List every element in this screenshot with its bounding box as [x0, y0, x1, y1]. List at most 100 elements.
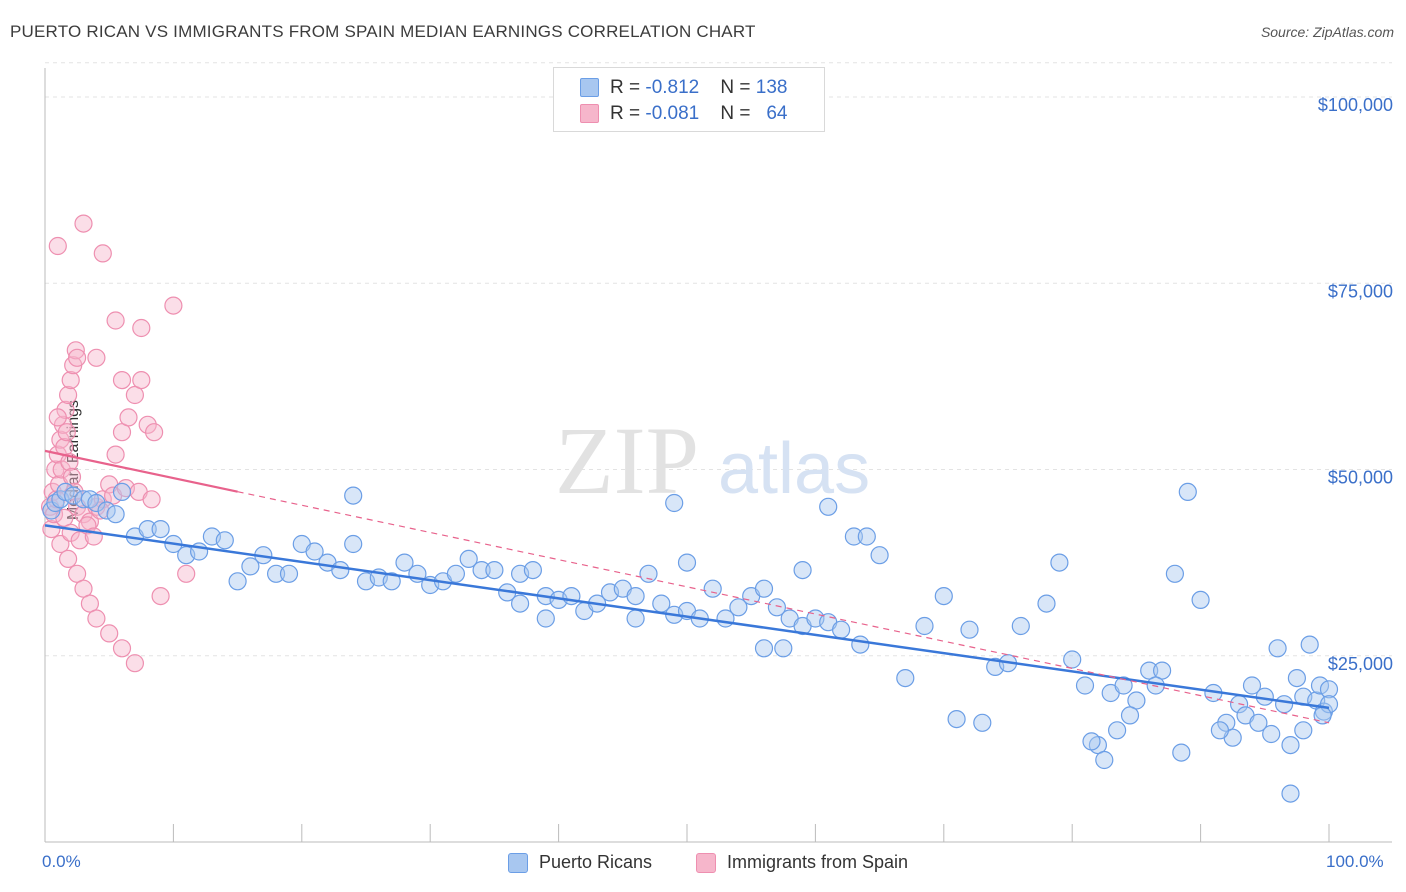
spain-immigrant-point [132, 371, 151, 390]
legend-swatch-blue [508, 853, 528, 873]
puerto-rican-point [677, 553, 697, 572]
spain-immigrant-point [112, 639, 132, 658]
spain-immigrant-point [67, 348, 87, 367]
puerto-rican-point [138, 519, 157, 539]
n-label: N = [720, 77, 756, 98]
puerto-rican-point [1319, 680, 1339, 699]
puerto-rican-point [1274, 695, 1294, 714]
correlation-legend: R = -0.812 N = 138 R = -0.081 N = 64 [553, 67, 825, 132]
puerto-rican-point [1165, 564, 1185, 583]
puerto-rican-point [1075, 676, 1095, 695]
legend-swatch-blue [580, 78, 599, 97]
series-immigrants-from-spain [40, 214, 196, 673]
spain-immigrant-point [93, 244, 112, 263]
puerto-rican-point [947, 709, 966, 729]
n-value: 138 [755, 77, 788, 98]
legend-swatch-pink [580, 104, 599, 123]
puerto-rican-point [395, 553, 414, 572]
puerto-rican-point [472, 560, 491, 580]
puerto-rican-point [446, 564, 465, 583]
puerto-rican-point [767, 598, 787, 617]
spain-immigrant-point [48, 408, 67, 427]
puerto-rican-point [1011, 616, 1030, 636]
trend-line-spain-solid [44, 449, 238, 493]
puerto-rican-point [626, 609, 645, 628]
puerto-rican-point [831, 620, 851, 639]
puerto-rican-point [151, 519, 170, 539]
y-tick-label: $50,000 [1328, 468, 1393, 488]
spain-immigrant-point [106, 445, 125, 464]
spain-immigrant-point [177, 564, 196, 583]
spain-immigrant-point [70, 531, 89, 550]
puerto-rican-point [703, 579, 722, 598]
spain-immigrant-point [112, 371, 132, 390]
r-value: -0.812 [645, 77, 700, 98]
puerto-rican-point [1300, 635, 1319, 654]
source-credit: Source: ZipAtlas.com [1260, 24, 1394, 40]
spain-immigrant-point [57, 423, 76, 442]
puerto-rican-point [896, 668, 915, 688]
spain-immigrant-point [62, 467, 82, 486]
spain-immigrant-point [87, 609, 106, 628]
puerto-rican-point [934, 586, 953, 606]
puerto-rican-point [1178, 482, 1197, 501]
spain-immigrant-point [132, 318, 151, 338]
puerto-rican-point [344, 534, 363, 554]
puerto-rican-point [241, 557, 260, 576]
spain-immigrant-point [58, 549, 78, 569]
puerto-rican-point [1107, 721, 1127, 740]
y-tick-label: $75,000 [1328, 281, 1393, 301]
chart-title: PUERTO RICAN VS IMMIGRANTS FROM SPAIN ME… [10, 22, 756, 41]
trend-line-spain-dashed [237, 491, 1330, 724]
puerto-rican-point [960, 620, 979, 639]
puerto-rican-point [1140, 661, 1159, 680]
puerto-rican-point [459, 549, 478, 569]
puerto-rican-point [729, 598, 748, 617]
r-value: -0.081 [645, 103, 700, 124]
puerto-rican-point [754, 639, 774, 658]
spain-immigrant-point [66, 341, 85, 360]
puerto-rican-point [228, 572, 247, 591]
spain-immigrant-point [151, 586, 170, 606]
puerto-rican-point [793, 560, 812, 580]
puerto-rican-point [973, 713, 992, 732]
puerto-rican-point [851, 635, 870, 654]
puerto-rican-point [305, 542, 324, 561]
n-value: 64 [766, 103, 788, 124]
puerto-rican-point [1050, 553, 1069, 572]
puerto-rican-point [536, 609, 555, 628]
puerto-rican-point [1294, 721, 1313, 740]
puerto-rican-point [1037, 594, 1056, 613]
spain-immigrant-point [164, 296, 183, 315]
puerto-rican-point [1191, 590, 1210, 610]
legend-label: Puerto Ricans [539, 852, 653, 872]
puerto-rican-point [1210, 721, 1230, 740]
spain-immigrant-point [58, 385, 78, 405]
puerto-rican-point [819, 497, 838, 516]
puerto-rican-point [331, 560, 350, 580]
puerto-rican-point [523, 560, 543, 580]
puerto-rican-point [1172, 743, 1191, 762]
gridlines [45, 62, 1392, 657]
puerto-rican-point [1268, 639, 1287, 658]
spain-immigrant-point [80, 594, 100, 613]
puerto-rican-point [1082, 732, 1101, 751]
y-tick-label: $25,000 [1328, 654, 1393, 674]
puerto-rican-point [510, 594, 530, 613]
trend-lines [44, 449, 1330, 724]
puerto-rican-point [665, 493, 684, 513]
spain-immigrant-point [138, 415, 157, 434]
puerto-rican-point [754, 579, 774, 598]
spain-immigrant-point [142, 490, 161, 509]
puerto-rican-point [267, 564, 286, 583]
spain-immigrant-point [56, 400, 75, 419]
puerto-rican-point [870, 546, 889, 565]
axes [44, 68, 1392, 843]
puerto-rican-point [112, 482, 132, 501]
puerto-rican-point [1281, 784, 1300, 803]
x-tick-label-min: 0.0% [42, 852, 81, 871]
y-tick-label: $100,000 [1318, 95, 1393, 115]
watermark-atlas: atlas [718, 429, 870, 509]
spain-immigrant-point [48, 236, 67, 256]
puerto-rican-point [215, 531, 234, 550]
